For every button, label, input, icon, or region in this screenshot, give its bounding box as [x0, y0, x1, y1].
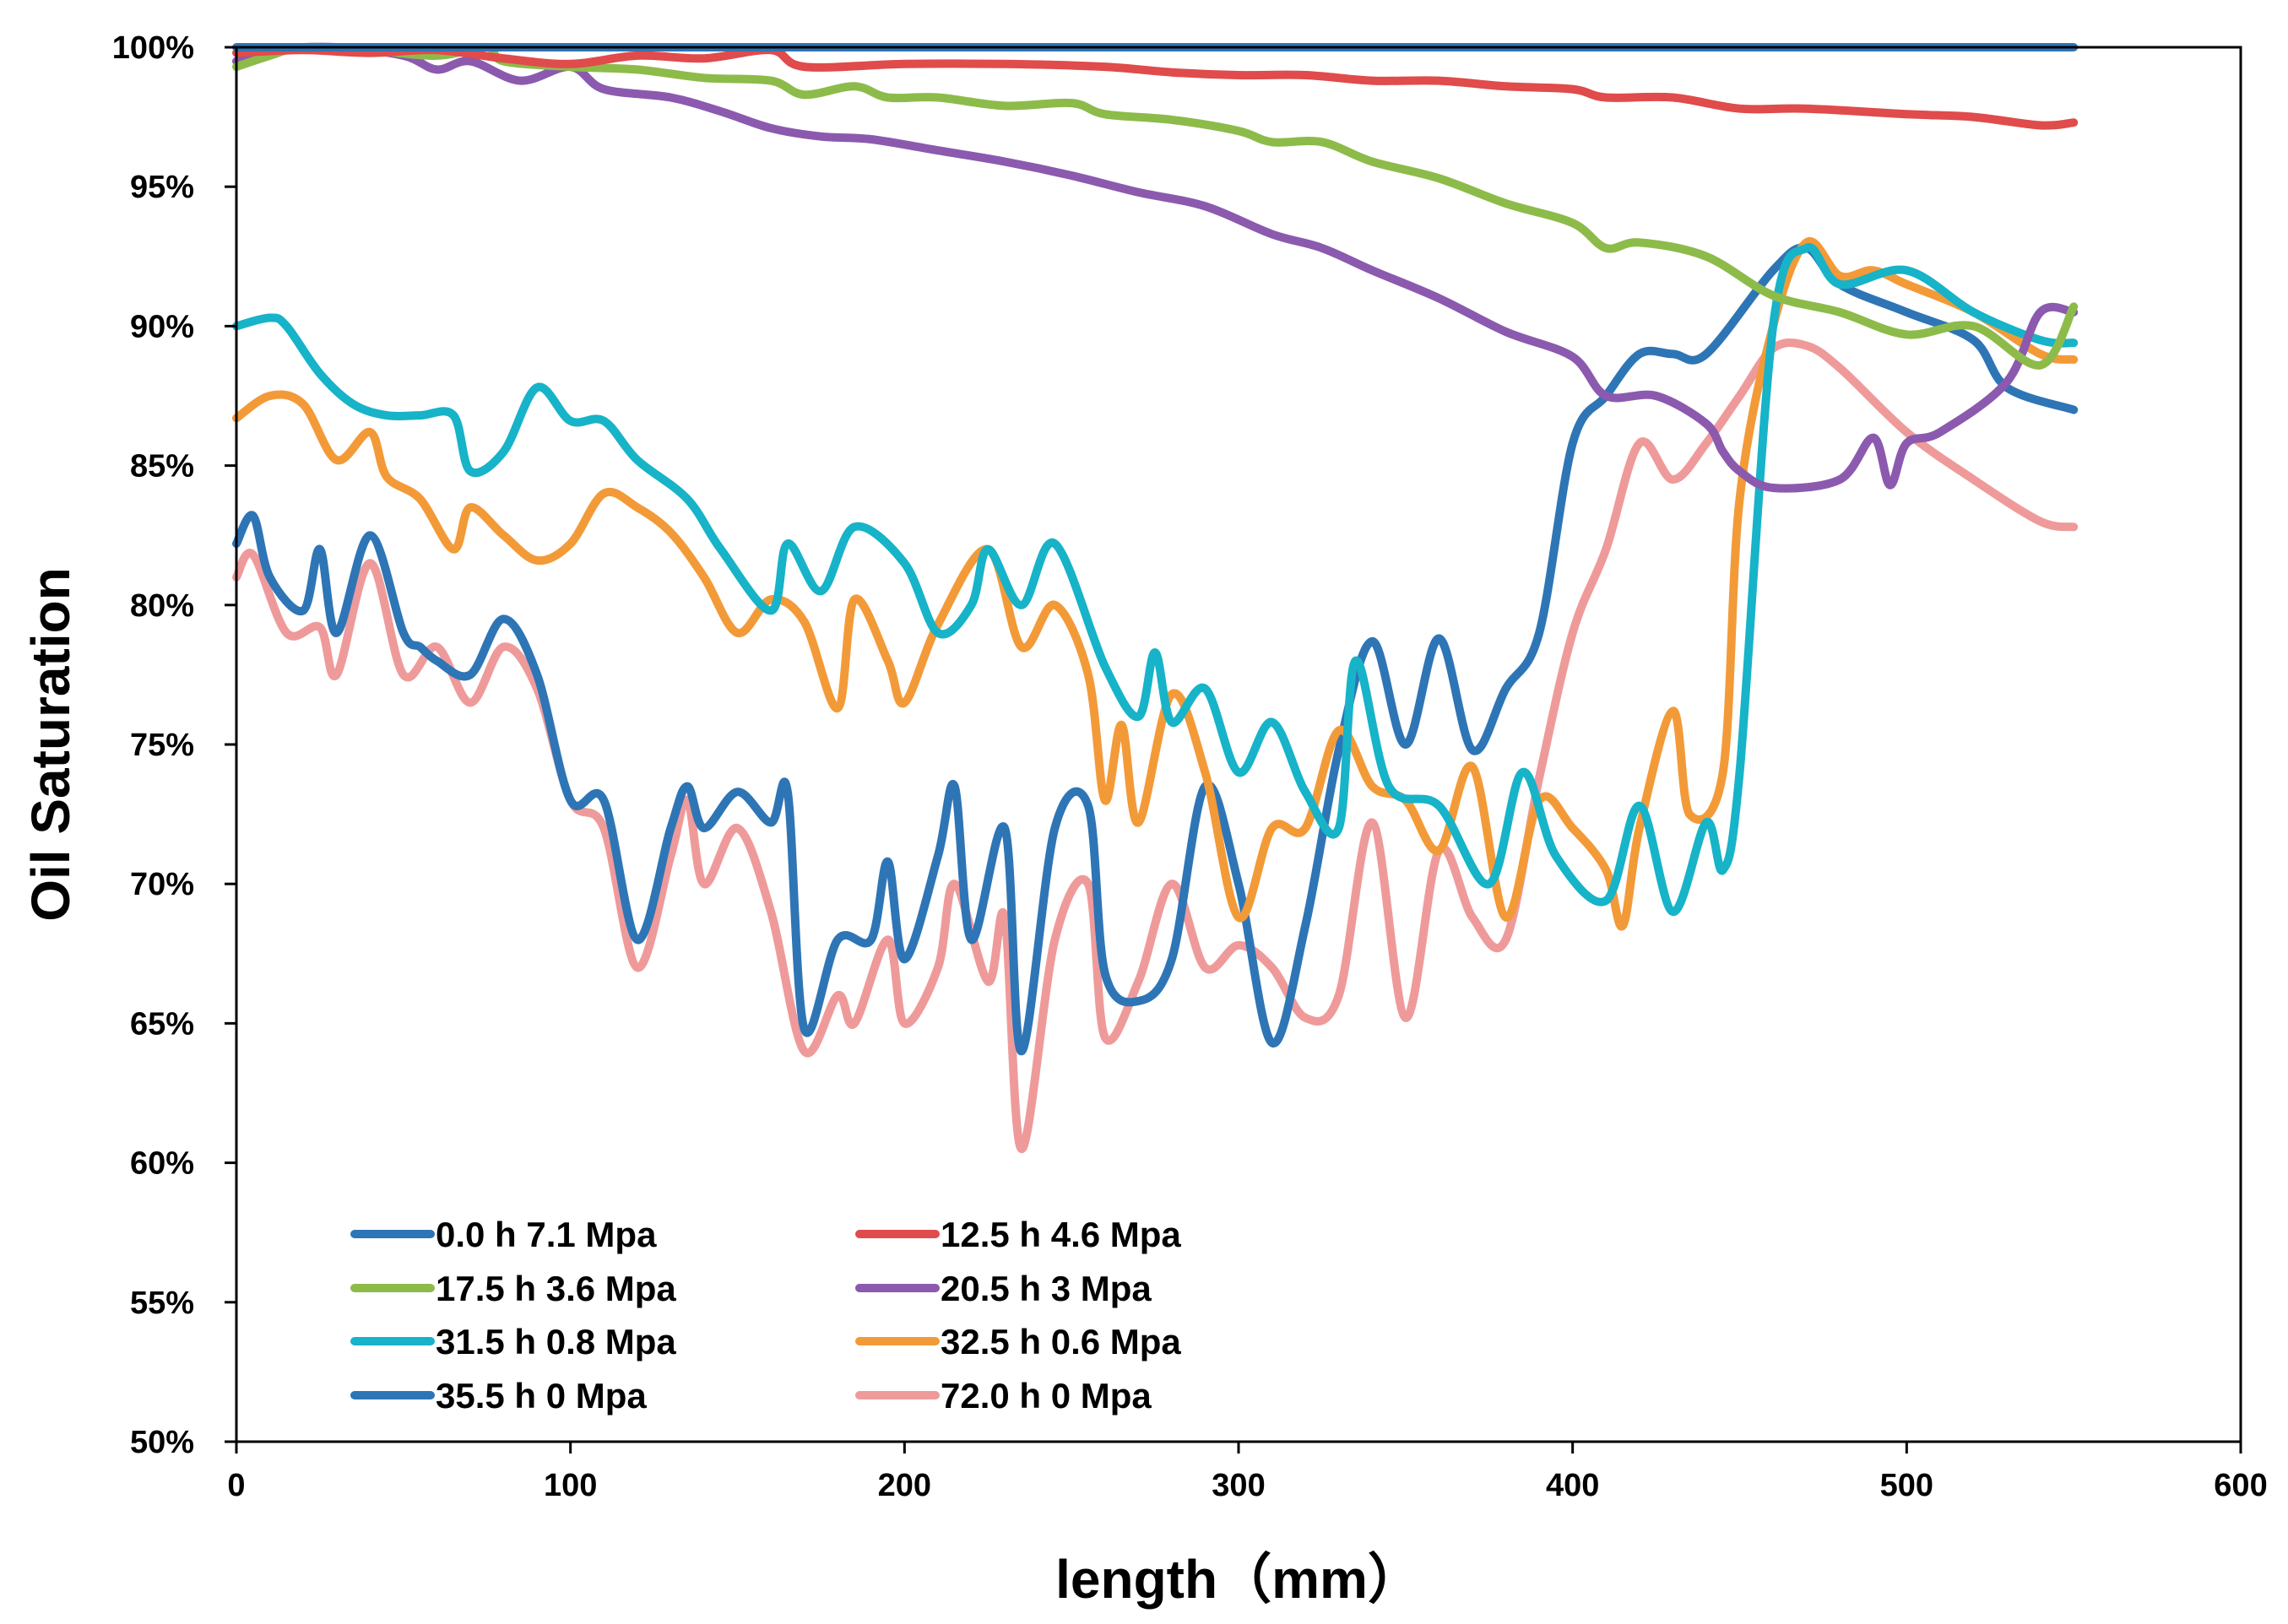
x-tick-label: 500 — [1880, 1468, 1933, 1503]
ticks-layer: 0 100 200 300 400 500 600 50% 55% 60% 65% 70% 75% 80%… — [112, 30, 2268, 1503]
x-tick-label: 400 — [1546, 1468, 1599, 1503]
y-tick-label: 95% — [130, 170, 194, 205]
x-tick-label: 200 — [878, 1468, 931, 1503]
legend-label-6: 35.5 h 0 Mpa — [436, 1376, 647, 1416]
series-line-4 — [232, 242, 2079, 917]
series-line-3 — [232, 42, 2079, 493]
legend-label-0: 0.0 h 7.1 Mpa — [436, 1215, 657, 1254]
legend-label-1: 12.5 h 4.6 Mpa — [941, 1215, 1181, 1254]
y-axis-title: Oil Saturation — [20, 567, 81, 922]
series-line-1 — [232, 46, 2079, 130]
series-line-5 — [232, 236, 2079, 931]
x-axis-title: length（mm） — [1055, 1549, 1422, 1610]
x-tick-label: 300 — [1212, 1468, 1265, 1503]
legend-label-3: 20.5 h 3 Mpa — [941, 1269, 1152, 1308]
series-line-6 — [232, 243, 2079, 1056]
x-tick-label: 600 — [2214, 1468, 2267, 1503]
y-tick-label: 100% — [112, 30, 194, 66]
legend-label-7: 72.0 h 0 Mpa — [941, 1376, 1152, 1416]
legend-label-4: 31.5 h 0.8 Mpa — [436, 1322, 676, 1361]
x-tick-label: 0 — [227, 1468, 245, 1503]
y-tick-label: 85% — [130, 449, 194, 484]
y-tick-label: 50% — [130, 1425, 194, 1460]
y-tick-label: 90% — [130, 309, 194, 344]
y-tick-label: 55% — [130, 1286, 194, 1321]
y-tick-label: 75% — [130, 728, 194, 763]
y-tick-label: 80% — [130, 588, 194, 624]
legend-label-5: 32.5 h 0.6 Mpa — [941, 1322, 1181, 1361]
y-tick-label: 65% — [130, 1006, 194, 1042]
x-tick-label: 100 — [544, 1468, 597, 1503]
y-tick-label: 60% — [130, 1146, 194, 1182]
legend-label-2: 17.5 h 3.6 Mpa — [436, 1269, 676, 1308]
y-tick-label: 70% — [130, 867, 194, 902]
legend: 0.0 h 7.1 Mpa 12.5 h 4.6 Mpa 17.5 h 3.6 Mp… — [350, 1215, 1181, 1416]
